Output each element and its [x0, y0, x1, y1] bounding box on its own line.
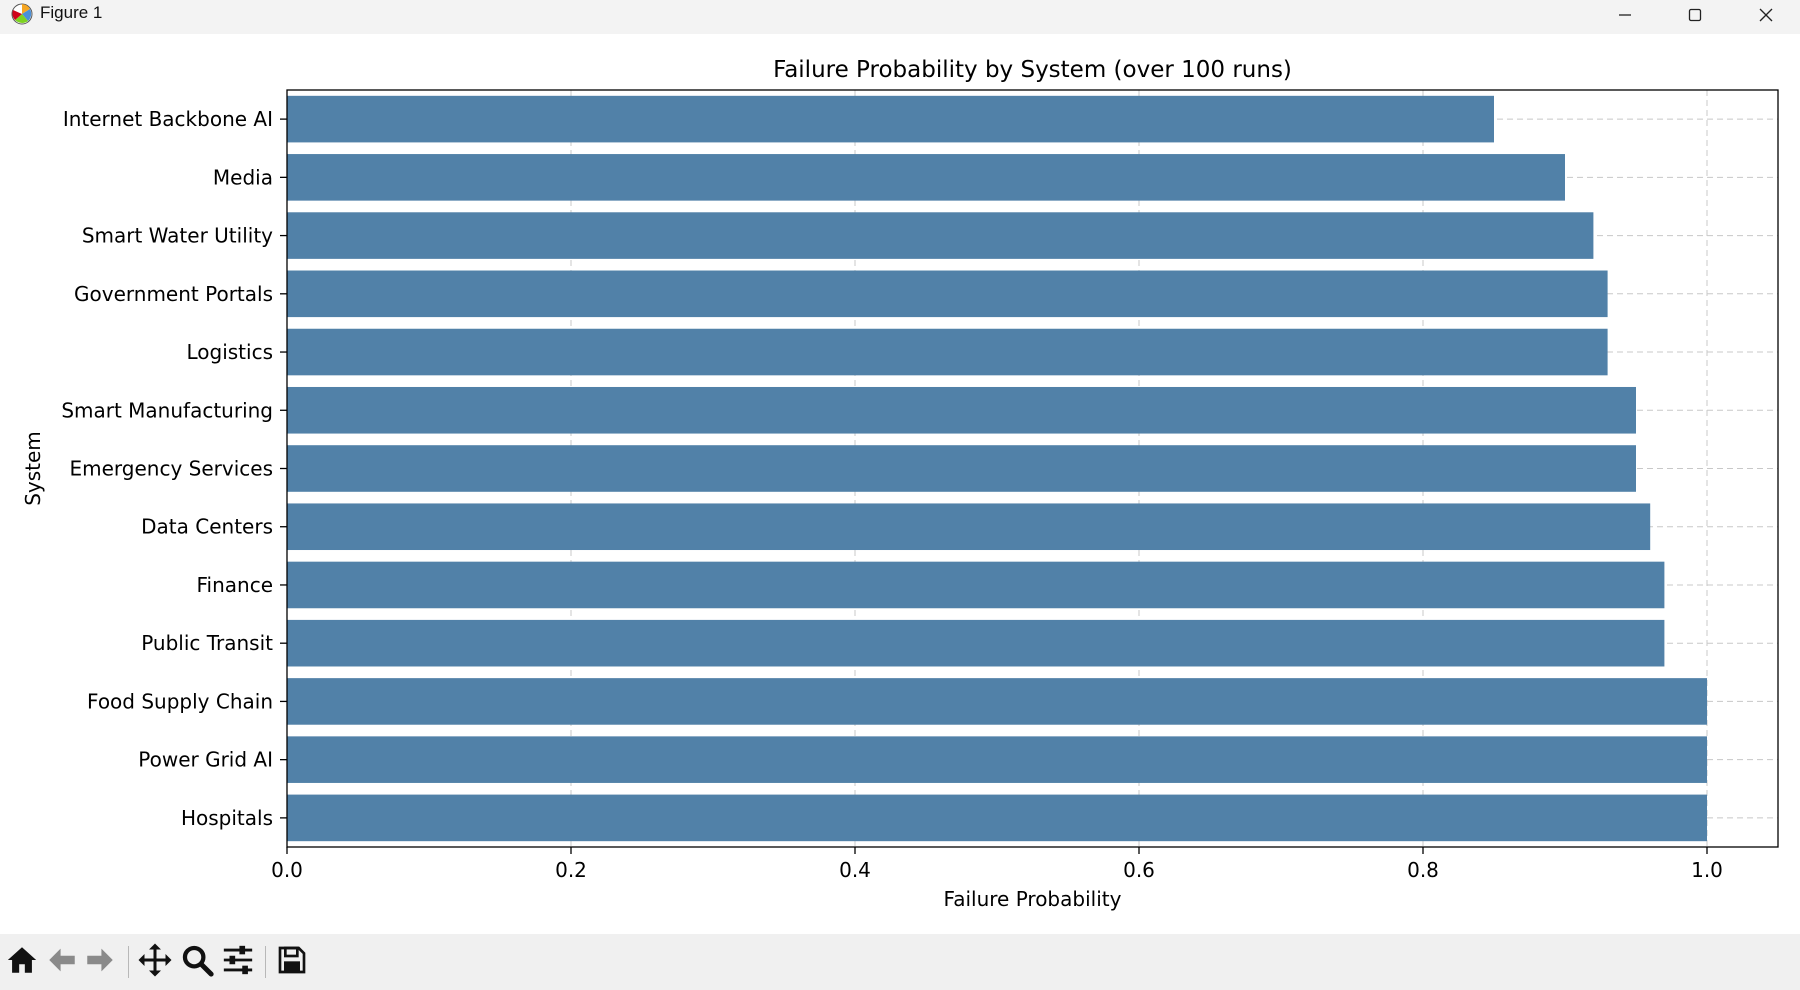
x-tick-label: 0.2 — [555, 858, 587, 882]
minimize-icon — [1617, 7, 1633, 27]
y-tick-label: Data Centers — [141, 515, 273, 539]
y-axis-label: System — [21, 431, 45, 506]
minimize-button[interactable] — [1594, 0, 1656, 34]
back-button[interactable] — [42, 942, 82, 982]
y-tick-label: Hospitals — [181, 806, 273, 830]
bar — [287, 736, 1707, 783]
navigation-toolbar — [0, 934, 1800, 990]
x-tick-label: 0.8 — [1407, 858, 1439, 882]
bar-chart: Internet Backbone AI Media Smart Water Uti… — [21, 57, 1779, 911]
x-tick-label: 0.0 — [271, 858, 303, 882]
forward-button[interactable] — [80, 942, 120, 982]
y-tick-label: Smart Water Utility — [82, 224, 273, 248]
move-icon — [137, 942, 173, 982]
pan-button[interactable] — [135, 942, 175, 982]
close-button[interactable] — [1735, 0, 1797, 34]
bar — [287, 328, 1608, 376]
bar — [287, 95, 1494, 143]
title-bar: Figure 1 — [0, 0, 1800, 34]
arrow-left-icon — [45, 943, 79, 981]
y-tick-label: Internet Backbone AI — [63, 107, 273, 131]
bar — [287, 386, 1636, 434]
x-tick-label: 0.6 — [1123, 858, 1155, 882]
figure-canvas[interactable]: Internet Backbone AI Media Smart Water Uti… — [0, 34, 1800, 934]
y-tick-label: Finance — [196, 573, 273, 597]
x-axis-label: Failure Probability — [944, 887, 1122, 911]
home-button[interactable] — [2, 942, 42, 982]
zoom-button[interactable] — [177, 942, 217, 982]
close-icon — [1758, 7, 1774, 27]
toolbar-separator — [265, 946, 266, 978]
magnifier-icon — [180, 943, 214, 981]
bar — [287, 445, 1636, 492]
sliders-icon — [221, 943, 255, 981]
y-tick-label: Logistics — [186, 340, 273, 364]
maximize-icon — [1687, 7, 1703, 27]
y-ticks: Internet Backbone AI Media Smart Water Uti… — [61, 107, 287, 830]
bar — [287, 212, 1594, 259]
bar — [287, 561, 1665, 609]
y-tick-label: Public Transit — [141, 631, 273, 655]
y-tick-label: Emergency Services — [70, 457, 274, 481]
chart-title: Failure Probability by System (over 100 … — [773, 57, 1292, 83]
y-tick-label: Smart Manufacturing — [61, 398, 273, 422]
home-icon — [5, 943, 39, 981]
save-button[interactable] — [272, 942, 312, 982]
bar — [287, 678, 1707, 725]
toolbar-separator — [128, 946, 129, 978]
y-tick-label: Food Supply Chain — [87, 689, 273, 713]
x-ticks: 0.0 0.2 0.4 0.6 0.8 1.0 — [271, 847, 1723, 882]
y-tick-label: Power Grid AI — [138, 748, 273, 772]
floppy-disk-icon — [276, 944, 308, 980]
bar — [287, 154, 1565, 201]
arrow-right-icon — [83, 943, 117, 981]
x-tick-label: 1.0 — [1691, 858, 1723, 882]
window-title: Figure 1 — [40, 3, 103, 22]
bar — [287, 619, 1665, 667]
bar — [287, 794, 1707, 842]
bar — [287, 503, 1651, 551]
maximize-button[interactable] — [1664, 0, 1726, 34]
y-tick-label: Media — [213, 165, 273, 189]
bars — [287, 95, 1707, 842]
bar — [287, 270, 1608, 318]
matplotlib-icon — [10, 2, 34, 26]
x-tick-label: 0.4 — [839, 858, 871, 882]
y-tick-label: Government Portals — [74, 282, 273, 306]
configure-subplots-button[interactable] — [218, 942, 258, 982]
